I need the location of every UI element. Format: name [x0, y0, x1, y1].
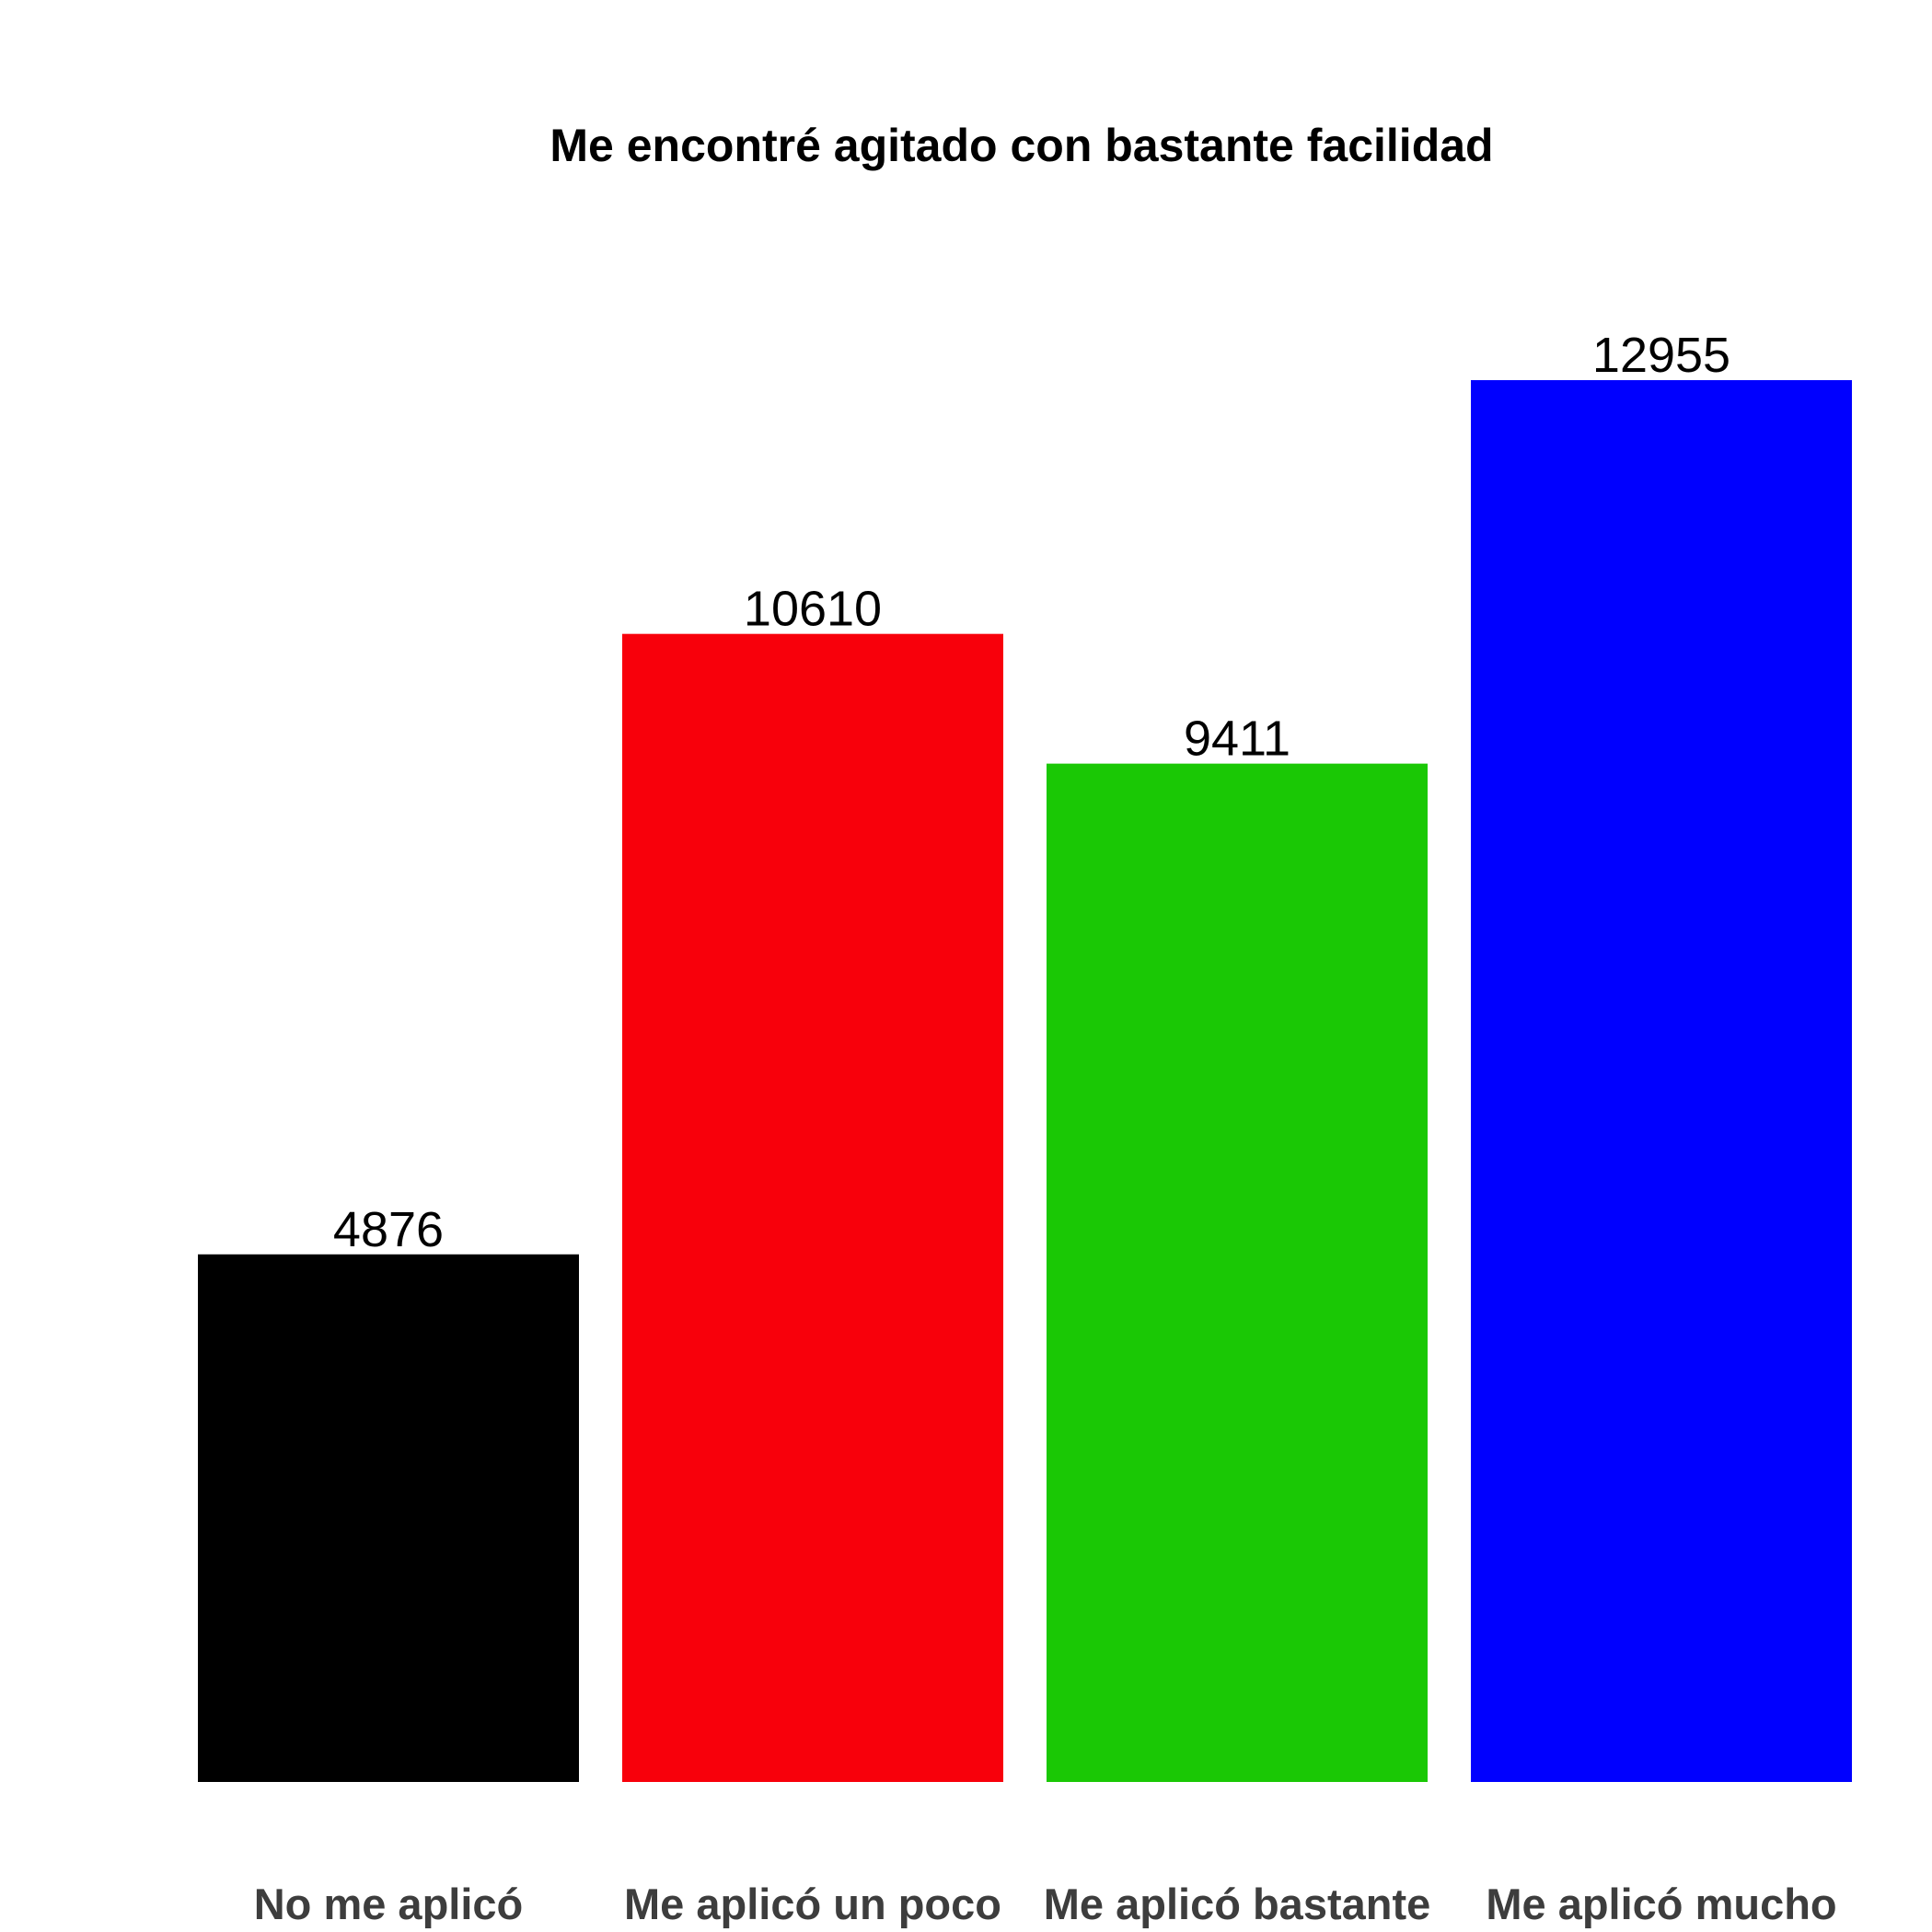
x-axis-tick-labels: No me aplicó Me aplicó un poco Me aplicó b…	[254, 1880, 1837, 1928]
bar-value-label-2: 9411	[1184, 711, 1290, 767]
bar-0	[198, 1254, 579, 1782]
x-tick-label-2: Me aplicó bastante	[1044, 1880, 1431, 1928]
bar-value-label-1: 10610	[744, 582, 882, 637]
bar-1	[622, 633, 1003, 1782]
bar-value-label-0: 4876	[333, 1202, 444, 1257]
bar-labels-group: 4876 10610 9411 12955	[333, 328, 1730, 1257]
bar-value-label-3: 12955	[1592, 328, 1730, 383]
bars-group	[198, 380, 1852, 1782]
x-tick-label-0: No me aplicó	[254, 1880, 524, 1928]
bar-2	[1047, 763, 1428, 1782]
bar-3	[1471, 380, 1852, 1782]
x-tick-label-1: Me aplicó un poco	[624, 1880, 1001, 1928]
chart-title: Me encontré agitado con bastante facilid…	[550, 120, 1493, 171]
x-tick-label-3: Me aplicó mucho	[1486, 1880, 1836, 1928]
